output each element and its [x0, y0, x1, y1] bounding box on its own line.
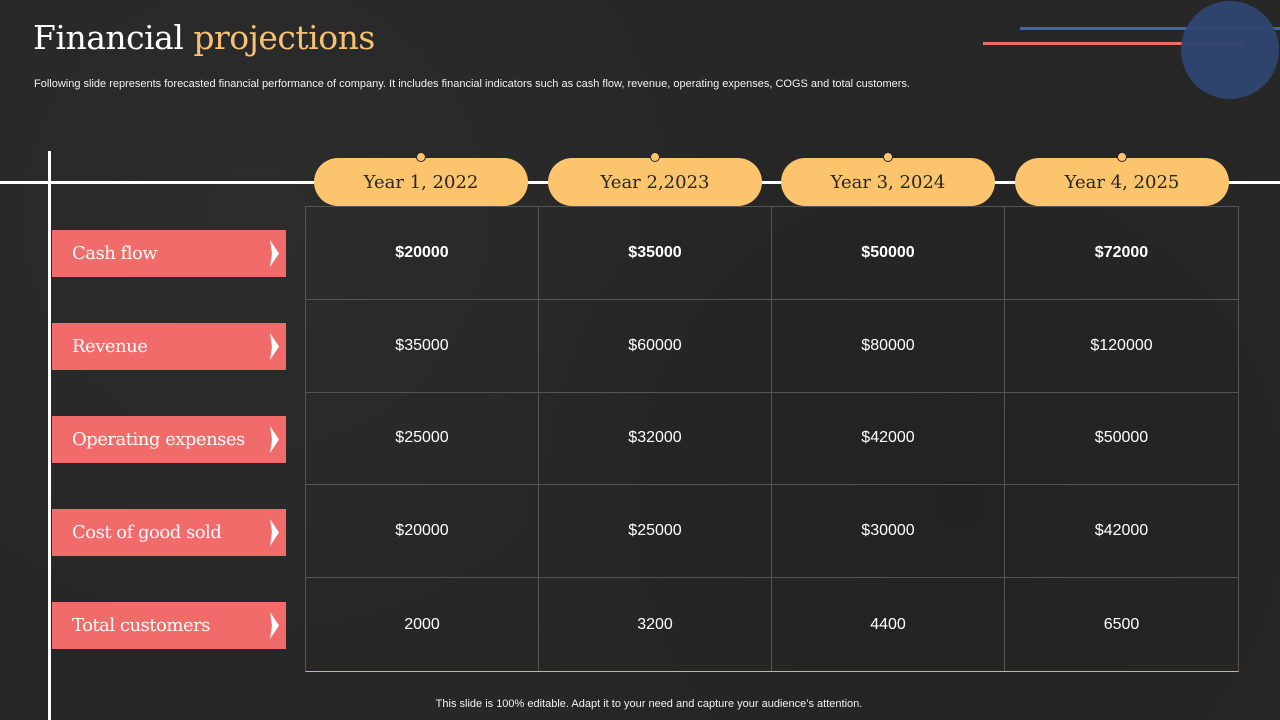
row-label-text: Cash flow — [72, 243, 158, 264]
table-cell: $35000 — [306, 299, 539, 393]
year-header-label: Year 4, 2025 — [1064, 171, 1180, 193]
year-header-4: Year 4, 2025 — [1015, 152, 1229, 206]
table-cell: $20000 — [306, 207, 539, 300]
year-header-label: Year 1, 2022 — [363, 171, 479, 193]
table-cell: $50000 — [772, 207, 1005, 300]
row-label-text: Operating expenses — [72, 429, 245, 450]
table-cell: $60000 — [539, 299, 772, 393]
table-cell: $25000 — [539, 485, 772, 579]
chevron-right-icon — [270, 426, 279, 453]
table-cell: $30000 — [772, 485, 1005, 579]
table-cell: 3200 — [539, 578, 772, 671]
row-label-cost-of-good-sold: Cost of good sold — [52, 509, 286, 556]
chevron-right-icon — [270, 240, 279, 267]
year-header-2: Year 2,2023 — [548, 152, 762, 206]
timeline-vertical-line — [48, 151, 51, 720]
row-label-text: Cost of good sold — [72, 522, 222, 543]
row-label-operating-expenses: Operating expenses — [52, 416, 286, 463]
footer-text: This slide is 100% editable. Adapt it to… — [435, 698, 863, 710]
table-cell: 4400 — [772, 578, 1005, 671]
decorative-circle — [1181, 1, 1279, 99]
title-word-financial: Financial — [33, 18, 184, 57]
row-label-text: Revenue — [72, 336, 148, 357]
year-header-label: Year 2,2023 — [600, 171, 710, 193]
year-header-1: Year 1, 2022 — [314, 152, 528, 206]
table-cell: $42000 — [1005, 485, 1238, 579]
projections-table: $20000 $35000 $50000 $72000 $35000 $6000… — [305, 206, 1239, 672]
table-cell: 6500 — [1103, 615, 1140, 633]
pin-icon — [650, 152, 660, 162]
footer-note: This slide is 100% editable. Adapt it to… — [0, 698, 1280, 710]
table-cell: $72000 — [1005, 207, 1238, 300]
slide-subtitle: Following slide represents forecasted fi… — [34, 78, 910, 90]
row-label-revenue: Revenue — [52, 323, 286, 370]
row-label-total-customers: Total customers — [52, 602, 286, 649]
table-cell: 2000 — [306, 578, 539, 671]
table-cell: $42000 — [772, 392, 1005, 486]
table-cell: $80000 — [772, 299, 1005, 393]
page-title: Financial projections — [33, 18, 375, 57]
pin-icon — [416, 152, 426, 162]
pin-icon — [883, 152, 893, 162]
pin-icon — [1117, 152, 1127, 162]
year-header-3: Year 3, 2024 — [781, 152, 995, 206]
year-header-label: Year 3, 2024 — [830, 171, 946, 193]
row-label-text: Total customers — [72, 615, 210, 636]
decorative-red-line — [983, 42, 1243, 45]
table-cell: $20000 — [306, 485, 539, 579]
chevron-right-icon — [270, 612, 279, 639]
chevron-right-icon — [270, 519, 279, 546]
decorative-blue-line — [1020, 27, 1280, 30]
table-cell: $32000 — [539, 392, 772, 486]
title-word-projections: projections — [193, 18, 375, 57]
table-cell: $50000 — [1005, 393, 1238, 486]
table-cell: $25000 — [306, 392, 539, 486]
row-label-cash-flow: Cash flow — [52, 230, 286, 277]
chevron-right-icon — [270, 333, 279, 360]
table-cell: $35000 — [539, 207, 772, 300]
table-cell: $120000 — [1005, 300, 1238, 393]
